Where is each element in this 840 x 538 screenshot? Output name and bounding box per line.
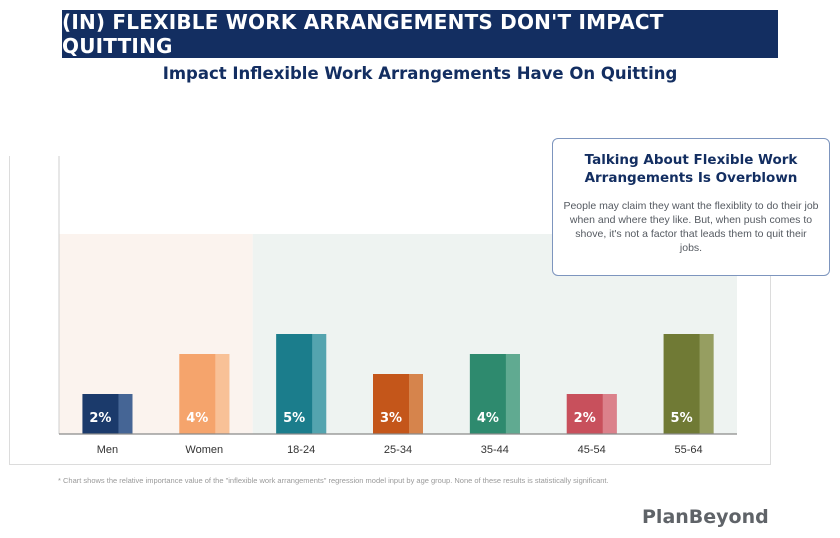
bar-value-label: 2% [574,411,596,426]
chart-subtitle: Impact Inflexible Work Arrangements Have… [162,64,678,83]
bar-shade-45-54 [602,394,617,434]
bar-shade-Women [215,354,230,434]
bar-chart: 2% Men 4% Women 5% 18-24 3% 25-34 4% 35-44 2% 45-54… [58,156,737,456]
bar-shade-55-64 [699,334,714,434]
callout-body: People may claim they want the flexiblit… [563,200,819,254]
bar-shade-25-34 [409,374,423,434]
x-tick-label: Women [185,444,223,456]
bar-value-label: 2% [89,411,111,426]
x-tick-label: 45-54 [578,444,606,456]
callout-box: Talking About Flexible Work Arrangements… [552,138,830,276]
bar-value-label: 3% [380,411,402,426]
callout-title: Talking About Flexible Work Arrangements… [584,152,798,186]
bar-shade-35-44 [505,354,520,434]
bar-value-label: 4% [477,411,499,426]
x-tick-label: 25-34 [384,444,412,456]
bar-shade-Men [118,394,133,434]
x-tick-label: Men [97,444,118,456]
bar-shade-18-24 [312,334,327,434]
x-tick-label: 35-44 [481,444,509,456]
chart-banner-title: (IN) FLEXIBLE WORK ARRANGEMENTS DON'T IM… [62,10,778,58]
x-tick-label: 55-64 [675,444,703,456]
planbeyond-logo: PlanBeyond [642,506,769,528]
bar-value-label: 5% [671,411,693,426]
bar-value-label: 4% [186,411,208,426]
footnote: * Chart shows the relative importance va… [58,476,609,485]
bar-value-label: 5% [283,411,305,426]
x-tick-label: 18-24 [287,444,315,456]
